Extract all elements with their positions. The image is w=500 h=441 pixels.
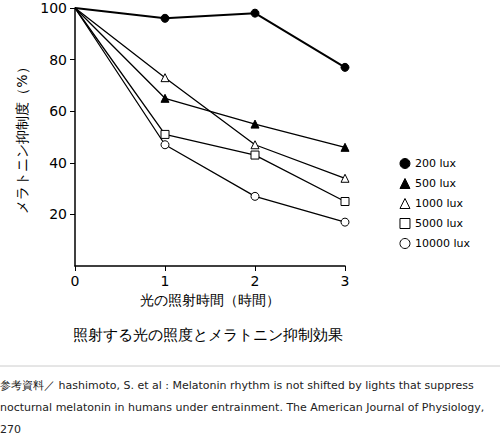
svg-text:10000 lux: 10000 lux bbox=[415, 237, 471, 250]
svg-text:光の照射時間（時間）: 光の照射時間（時間） bbox=[140, 292, 280, 308]
svg-text:メラトニン抑制度（%）: メラトニン抑制度（%） bbox=[14, 60, 30, 213]
svg-text:3: 3 bbox=[341, 273, 350, 289]
svg-text:40: 40 bbox=[49, 155, 67, 171]
svg-text:20: 20 bbox=[49, 206, 67, 222]
svg-text:2: 2 bbox=[251, 273, 260, 289]
svg-text:照射する光の照度とメラトニン抑制効果: 照射する光の照度とメラトニン抑制効果 bbox=[73, 326, 343, 344]
svg-text:1000 lux: 1000 lux bbox=[415, 197, 464, 210]
svg-text:500 lux: 500 lux bbox=[415, 177, 457, 190]
svg-text:5000 lux: 5000 lux bbox=[415, 217, 464, 230]
svg-text:80: 80 bbox=[49, 52, 67, 68]
svg-text:200 lux: 200 lux bbox=[415, 157, 457, 170]
svg-text:1: 1 bbox=[161, 273, 170, 289]
svg-text:参考資料／ hashimoto, S. et al : Me: 参考資料／ hashimoto, S. et al : Melatonin rh… bbox=[0, 379, 477, 392]
svg-text:60: 60 bbox=[49, 103, 67, 119]
svg-text:0: 0 bbox=[71, 273, 80, 289]
svg-text:nocturnal melatonin in humans: nocturnal melatonin in humans under entr… bbox=[0, 401, 484, 414]
svg-text:100: 100 bbox=[40, 0, 67, 16]
svg-text:270: 270 bbox=[0, 423, 21, 436]
